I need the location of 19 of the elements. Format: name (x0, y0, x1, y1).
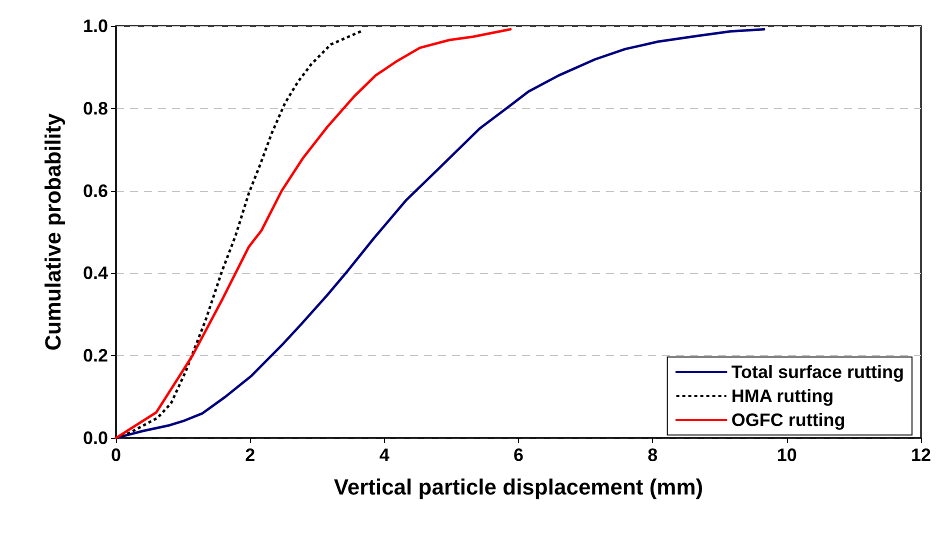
y-tick-label: 0.2 (82, 346, 108, 366)
y-axis-title: Cumulative probability (40, 112, 66, 351)
x-tick-label: 10 (776, 445, 797, 465)
legend-label: HMA rutting (731, 386, 834, 406)
x-axis-title: Vertical particle displacement (mm) (334, 474, 704, 500)
legend-label: Total surface rutting (731, 362, 904, 382)
line-series (114, 28, 512, 440)
legend-label: OGFC rutting (731, 410, 846, 430)
y-tick-label: 0.6 (82, 180, 108, 201)
y-tick-label: 0.8 (82, 98, 108, 118)
x-tick-label: 0 (110, 445, 122, 465)
x-tick-label: 4 (379, 445, 390, 465)
y-tick-label: 0.4 (82, 263, 108, 284)
x-tick-label: 6 (513, 445, 524, 465)
x-tick-label: 2 (245, 445, 256, 465)
y-tick-label: 1.0 (82, 16, 108, 36)
x-tick-label: 8 (648, 445, 658, 465)
y-tick-label: 0.0 (82, 428, 108, 448)
x-tick-label: 12 (910, 445, 932, 465)
